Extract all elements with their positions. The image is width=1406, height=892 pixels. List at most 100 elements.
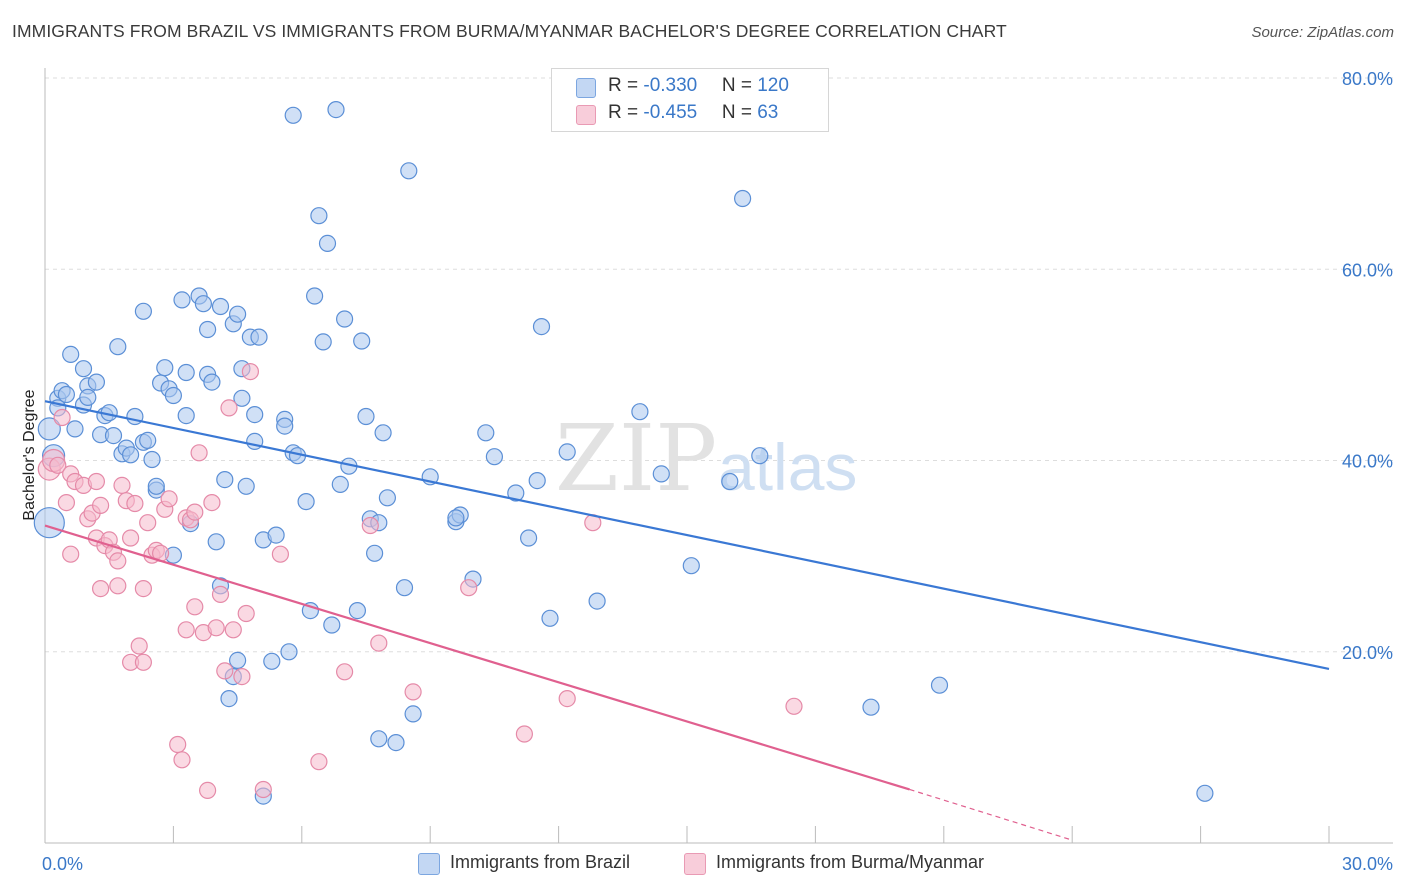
burma-point	[186, 503, 204, 521]
brazil-point	[395, 579, 414, 597]
brazil-point	[250, 328, 268, 346]
burma-point	[361, 516, 379, 535]
burma-point	[113, 476, 131, 494]
brazil-point	[74, 360, 93, 378]
y-tick-label-80: 80.0%	[1342, 69, 1393, 89]
burma-point	[216, 662, 234, 680]
brazil-point	[387, 733, 405, 752]
burma-point	[91, 496, 110, 514]
burma-point	[310, 753, 328, 771]
brazil-point	[263, 652, 281, 670]
brazil-point	[404, 705, 422, 723]
brazil-point	[314, 333, 332, 351]
brazil-point	[177, 363, 195, 382]
legend-n-value-brazil: 120	[757, 75, 789, 96]
brazil-point	[1196, 784, 1214, 802]
brazil-point	[276, 417, 294, 435]
burma-point	[785, 697, 803, 715]
y-tick-label-60: 60.0%	[1342, 260, 1393, 280]
brazil-trend-line	[44, 400, 1330, 671]
burma-point	[237, 604, 255, 623]
burma-point	[49, 456, 67, 474]
brazil-point	[156, 359, 174, 377]
brazil-point	[87, 373, 106, 391]
brazil-point	[733, 189, 752, 208]
brazil-point	[194, 295, 212, 313]
brazil-point	[306, 287, 324, 305]
brazil-point	[66, 420, 84, 438]
brazil-point	[588, 592, 606, 610]
brazil-point	[528, 472, 546, 490]
burma-point	[139, 514, 157, 532]
brazil-point	[721, 472, 739, 491]
series-swatch-burma	[684, 853, 706, 875]
brazil-point	[751, 447, 769, 465]
brazil-point	[323, 616, 341, 634]
burma-point	[558, 689, 576, 708]
brazil-point	[229, 305, 247, 323]
burma-point	[336, 663, 354, 681]
brazil-point	[143, 450, 161, 469]
burma-trend-line	[44, 524, 910, 791]
burma-point	[207, 619, 225, 637]
brazil-point	[519, 529, 538, 547]
burma-point	[126, 494, 144, 513]
trend-lines	[44, 400, 1330, 841]
brazil-point	[229, 651, 247, 670]
brazil-point	[57, 385, 76, 404]
legend-r-label-burma: R =	[608, 102, 644, 123]
burma-point	[241, 363, 259, 381]
brazil-point	[177, 407, 195, 425]
brazil-point	[122, 446, 140, 464]
x-tick-label-max: 30.0%	[1342, 854, 1393, 874]
brazil-point	[366, 544, 384, 562]
series-label-brazil: Immigrants from Brazil	[450, 852, 631, 872]
brazil-point	[652, 465, 670, 483]
burma-point	[271, 545, 289, 563]
burma-point	[515, 725, 534, 743]
brazil-point	[37, 417, 61, 441]
burma-point	[177, 621, 195, 639]
stats-legend: R = -0.330 N = 120 R = -0.455 N = 63	[551, 68, 829, 132]
brazil-point	[62, 345, 80, 363]
brazil-point	[233, 389, 251, 407]
burma-trend-extension	[909, 788, 1073, 841]
legend-n-label-burma: N =	[721, 102, 758, 123]
watermark: ZIP atlas	[555, 405, 857, 512]
y-tick-label-20: 20.0%	[1342, 643, 1393, 663]
burma-point	[199, 781, 217, 800]
brazil-point	[147, 477, 165, 495]
burma-point	[169, 735, 187, 754]
brazil-point	[558, 443, 576, 461]
legend-r-value-brazil: -0.330	[643, 75, 698, 96]
series-swatch-brazil	[418, 853, 440, 875]
brazil-point	[139, 431, 157, 449]
burma-point	[224, 621, 242, 639]
brazil-point	[33, 507, 65, 539]
brazil-point	[477, 424, 495, 442]
legend-n-value-burma: 63	[757, 102, 779, 123]
brazil-point	[447, 509, 465, 527]
brazil-point	[109, 338, 127, 356]
brazil-point	[327, 100, 345, 119]
legend-n-label-brazil: N =	[721, 75, 758, 96]
brazil-point	[79, 388, 97, 406]
x-tick-label-min: 0.0%	[42, 854, 83, 874]
brazil-point	[211, 297, 230, 316]
burma-point	[370, 634, 388, 652]
brazil-point	[631, 403, 649, 421]
source-credit: Source: ZipAtlas.com	[1251, 24, 1394, 41]
brazil-point	[237, 477, 255, 495]
brazil-point	[207, 533, 225, 551]
brazil-point	[541, 609, 559, 627]
legend-swatch-burma	[576, 105, 596, 125]
brazil-point	[104, 427, 123, 445]
burma-point	[220, 399, 238, 417]
burma-point	[130, 637, 148, 655]
burma-point	[460, 579, 478, 597]
brazil-point	[507, 484, 525, 502]
burma-point	[91, 579, 110, 598]
burma-point	[134, 653, 152, 671]
tick-labels: 20.0% 40.0% 60.0% 80.0% 0.0% 30.0%	[42, 69, 1393, 874]
